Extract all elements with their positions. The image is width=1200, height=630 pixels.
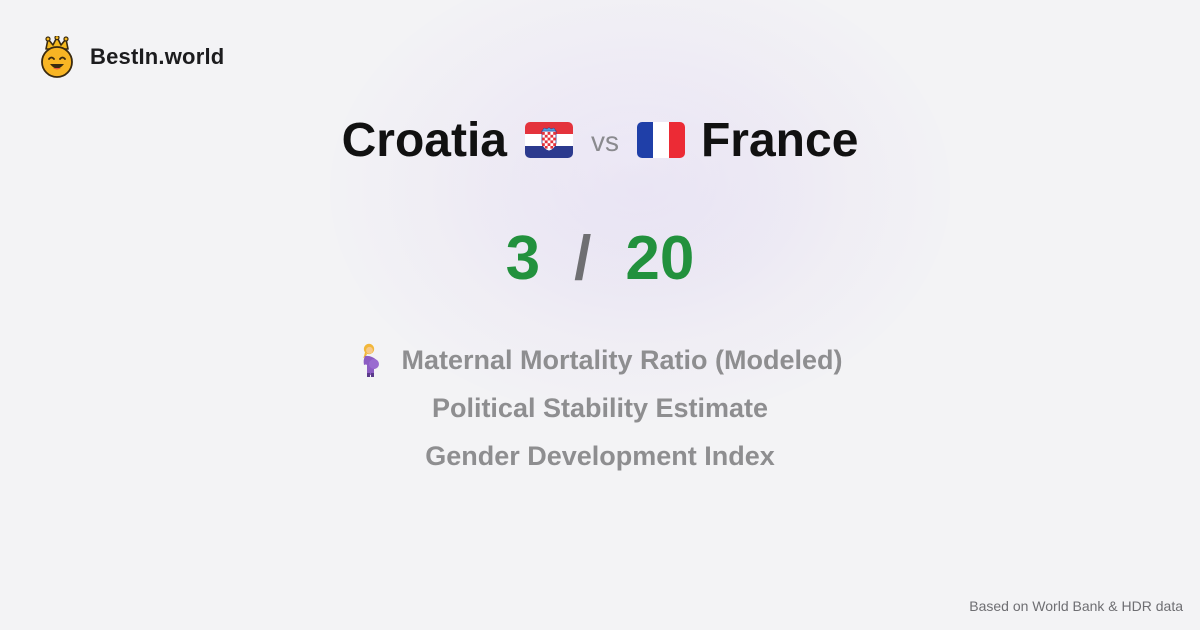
pregnant-woman-icon	[363, 343, 380, 377]
brand[interactable]: BestIn.world	[38, 36, 224, 78]
metric-item[interactable]: Maternal Mortality Ratio (Modeled)	[357, 336, 843, 384]
right-score: 20	[625, 223, 695, 293]
left-country-name: Croatia	[341, 113, 507, 167]
data-source-note: Based on World Bank & HDR data	[969, 598, 1183, 614]
page-title: Croatia vs	[0, 108, 1200, 172]
right-country-name: France	[700, 113, 859, 167]
metric-label: Gender Development Index	[425, 441, 775, 471]
metric-item[interactable]: Gender Development Index	[425, 432, 775, 480]
croatia-flag-icon	[524, 122, 573, 158]
metric-list: Maternal Mortality Ratio (Modeled) Polit…	[0, 336, 1200, 480]
score: 3 / 20	[0, 218, 1200, 298]
crowned-smiley-icon	[41, 36, 73, 78]
france-flag-icon	[636, 122, 685, 158]
background-glow-inner	[420, 0, 840, 300]
brand-name: BestIn.world	[90, 44, 225, 69]
metric-label: Political Stability Estimate	[431, 393, 769, 423]
metric-item[interactable]: Political Stability Estimate	[432, 384, 768, 432]
left-score: 3	[505, 223, 541, 293]
vs-label: vs	[590, 126, 619, 157]
metric-label: Maternal Mortality Ratio (Modeled)	[401, 345, 843, 375]
score-separator: /	[574, 223, 592, 293]
